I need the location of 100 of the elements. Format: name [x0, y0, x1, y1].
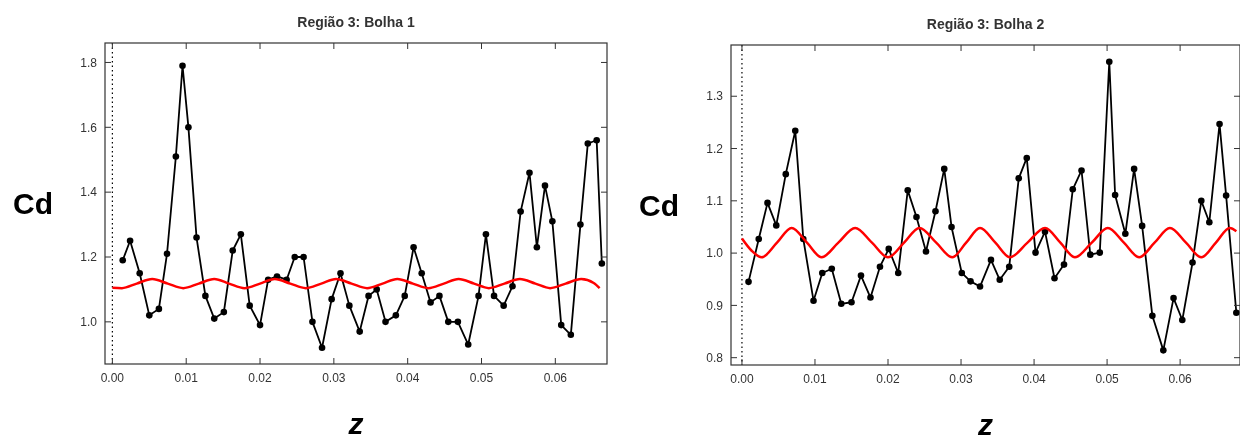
point	[885, 245, 893, 253]
y-tick-label: 1.8	[80, 55, 98, 70]
x-tick-label: 0.06	[1168, 372, 1193, 386]
point	[1179, 316, 1186, 324]
x-tick-label: 0.05	[469, 371, 494, 385]
point	[427, 299, 434, 306]
point	[987, 256, 995, 264]
x-tick-label: 0.02	[248, 371, 273, 385]
point	[365, 292, 372, 300]
point	[1051, 274, 1058, 282]
point	[328, 295, 335, 303]
y-tick-label: 1.6	[80, 120, 98, 135]
x-tick-label: 0.04	[396, 371, 420, 385]
point	[145, 312, 153, 319]
point	[356, 328, 363, 335]
point	[940, 165, 948, 173]
x-tick-label: 0.03	[322, 371, 346, 385]
point	[136, 269, 143, 277]
point	[1130, 165, 1138, 173]
point	[490, 292, 498, 300]
y-tick-label: 1.1	[706, 194, 724, 209]
point	[958, 269, 966, 277]
point	[967, 278, 974, 285]
point	[1160, 347, 1167, 354]
point	[557, 321, 565, 329]
point	[193, 234, 200, 241]
point	[500, 302, 507, 309]
point	[1138, 222, 1146, 230]
point	[392, 312, 400, 319]
chart-title: Região 3: Bolha 1	[297, 14, 415, 30]
chart-title: Região 3: Bolha 2	[926, 16, 1045, 32]
point	[291, 253, 299, 261]
point	[418, 269, 425, 277]
point	[237, 231, 245, 238]
point	[1216, 120, 1223, 128]
x-tick-label: 0.01	[803, 372, 827, 386]
point	[401, 292, 409, 300]
y-axis-title: Cd	[639, 188, 679, 222]
x-axis-title: z	[347, 407, 364, 440]
point	[976, 283, 984, 290]
point	[210, 315, 218, 322]
point	[1122, 230, 1129, 238]
point	[318, 344, 326, 352]
point	[337, 269, 344, 277]
y-tick-label: 1.3	[706, 89, 724, 104]
point	[818, 269, 826, 277]
point	[764, 199, 771, 207]
x-tick-label: 0.03	[949, 372, 974, 386]
point	[256, 321, 264, 329]
y-tick-label: 0.9	[706, 298, 724, 313]
point	[454, 318, 462, 326]
y-tick-label: 0.8	[706, 350, 724, 365]
point	[373, 286, 380, 293]
x-tick-label: 0.01	[174, 371, 199, 385]
point	[444, 318, 452, 326]
point	[996, 276, 1004, 284]
point	[782, 170, 790, 178]
point	[1023, 154, 1031, 162]
x-tick-label: 0.00	[730, 372, 754, 386]
point	[1222, 192, 1230, 199]
point	[220, 308, 228, 316]
point	[202, 292, 209, 300]
point	[541, 182, 549, 189]
y-tick-label: 1.4	[80, 185, 98, 200]
point	[848, 298, 855, 306]
point	[382, 318, 389, 326]
point	[246, 302, 253, 309]
x-tick-label: 0.00	[100, 371, 125, 385]
point	[1170, 294, 1177, 302]
point	[1149, 312, 1156, 320]
point	[526, 169, 533, 176]
point	[509, 282, 516, 290]
point	[1198, 197, 1205, 205]
y-axis-title: Cd	[13, 187, 53, 220]
point	[163, 250, 171, 258]
point	[1096, 249, 1104, 256]
point	[549, 218, 556, 225]
point	[948, 223, 955, 231]
point	[1078, 167, 1085, 174]
point	[913, 213, 920, 221]
point	[894, 269, 902, 277]
point	[567, 331, 575, 339]
point	[155, 305, 163, 313]
point	[436, 292, 443, 300]
point	[584, 140, 592, 147]
point	[229, 247, 237, 254]
y-tick-label: 1.2	[80, 250, 98, 265]
point	[857, 272, 865, 279]
point	[772, 222, 780, 229]
point	[922, 248, 930, 255]
point	[577, 221, 584, 228]
point	[126, 237, 134, 245]
point	[172, 153, 180, 160]
point	[932, 207, 939, 215]
point	[828, 265, 836, 273]
point	[119, 256, 127, 264]
point	[1032, 249, 1039, 256]
point	[904, 187, 912, 194]
point	[517, 208, 524, 215]
point	[1060, 261, 1068, 268]
